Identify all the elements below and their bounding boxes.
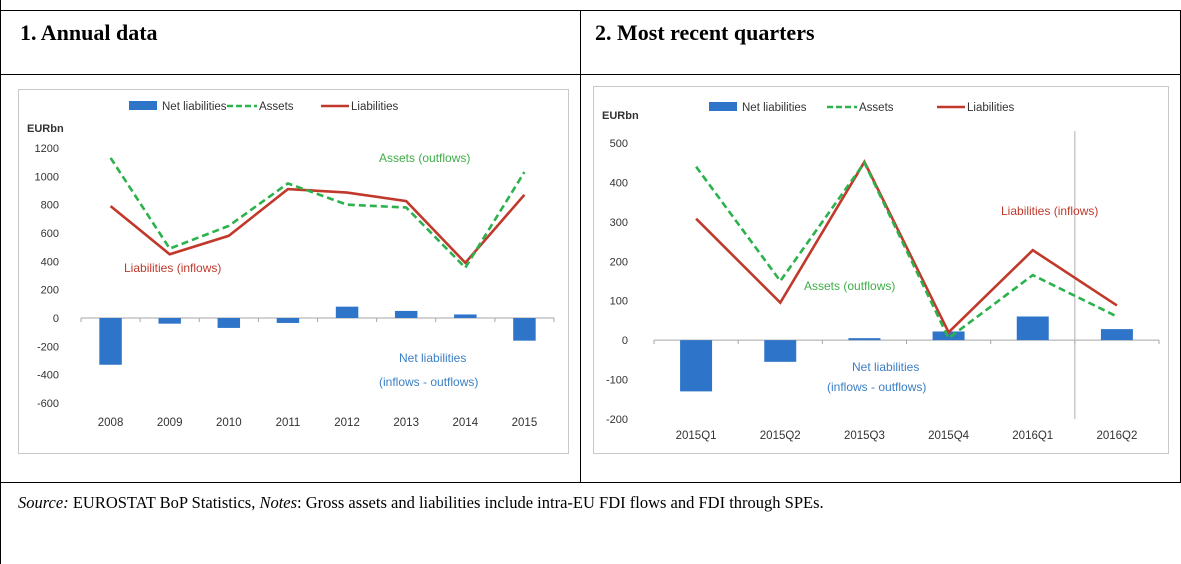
chart-annotation: Assets (outflows): [804, 279, 895, 293]
bar-net-liabilities: [1016, 316, 1049, 341]
y-tick-label: 1000: [35, 171, 59, 183]
y-tick-label: 500: [610, 138, 628, 150]
chart-annual: EURbn -600 -400 -200 0 200 400 600 800 1000 1200 20…: [27, 101, 555, 429]
panel-title-annual: 1. Annual data: [20, 20, 158, 45]
bar-net-liabilities: [764, 340, 797, 362]
bar-net-liabilities: [848, 338, 881, 341]
legend-swatch-net: [129, 101, 157, 110]
y-tick-label: 200: [610, 256, 628, 268]
notes-label: Notes: [259, 493, 298, 512]
chart-annotation: Assets (outflows): [379, 151, 470, 165]
y-tick-label: 200: [41, 285, 59, 297]
line-liabilities: [109, 187, 526, 265]
x-tick-label: 2015: [512, 417, 538, 429]
y-tick-label: -400: [37, 370, 59, 382]
y-tick-label: 1200: [35, 143, 59, 155]
bar-net-liabilities: [276, 318, 300, 323]
legend-swatch-net: [709, 102, 737, 111]
y-tick-label: 0: [622, 335, 628, 347]
y-tick-label: -100: [606, 375, 628, 387]
chart-annotation: Liabilities (inflows): [124, 261, 221, 275]
y-tick-label: -200: [606, 414, 628, 426]
bar-net-liabilities: [158, 318, 181, 324]
y-tick-label: 400: [41, 256, 59, 268]
source-text: EUROSTAT BoP Statistics,: [68, 493, 260, 512]
border-header-bottom: [0, 74, 1181, 75]
x-tick-label: 2016Q1: [1012, 430, 1053, 442]
x-tick-label: 2015Q3: [844, 430, 885, 442]
panel-title-quarterly: 2. Most recent quarters: [595, 20, 815, 45]
x-tick-label: 2009: [157, 417, 183, 429]
y-tick-label: 0: [53, 313, 59, 325]
chart-annotation: Net liabilities: [399, 351, 466, 365]
x-tick-label: 2013: [393, 417, 419, 429]
border-top: [0, 0, 1, 10]
y-axis-label: EURbn: [602, 110, 639, 122]
y-axis-label: EURbn: [27, 123, 64, 135]
chart-quarterly: EURbn -200 -100 0 100 200 300 400 500 2015Q1 2015Q…: [602, 102, 1160, 442]
bar-net-liabilities: [394, 310, 418, 318]
bar-net-liabilities: [217, 318, 241, 328]
y-tick-label: 600: [41, 228, 59, 240]
x-tick-label: 2015Q2: [760, 430, 801, 442]
y-tick-label: 400: [610, 177, 628, 189]
x-tick-label: 2011: [276, 417, 301, 429]
border-header-top: [0, 10, 1181, 11]
y-tick-label: -200: [37, 341, 59, 353]
y-tick-label: 800: [41, 200, 59, 212]
x-tick-label: 2015Q1: [676, 430, 717, 442]
source-label: Source:: [18, 493, 69, 512]
bar-net-liabilities: [335, 306, 359, 318]
notes-text: : Gross assets and liabilities include i…: [297, 493, 824, 512]
y-tick-label: -600: [37, 398, 59, 410]
legend-label-liabilities: Liabilities: [967, 102, 1015, 114]
chart-annual-box: EURbn -600 -400 -200 0 200 400 600 800 1000 1200 20…: [18, 89, 569, 454]
bar-net-liabilities: [99, 318, 122, 365]
border-middle: [580, 10, 581, 482]
legend-label-net: Net liabilities: [162, 101, 227, 113]
x-tick-label: 2016Q2: [1096, 430, 1137, 442]
bar-net-liabilities: [1100, 329, 1133, 341]
x-tick-label: 2012: [334, 417, 360, 429]
chart-annotation: Liabilities (inflows): [1001, 204, 1098, 218]
chart-annotation: (inflows - outflows): [379, 375, 478, 389]
legend-label-assets: Assets: [859, 102, 894, 114]
chart-annotation: Net liabilities: [852, 360, 919, 374]
legend-label-net: Net liabilities: [742, 102, 807, 114]
y-tick-label: 100: [610, 296, 628, 308]
line-assets: [695, 160, 1118, 341]
bar-net-liabilities: [454, 314, 477, 318]
x-tick-label: 2015Q4: [928, 430, 970, 442]
border-charts-bottom: [0, 482, 1181, 483]
legend-label-assets: Assets: [259, 101, 294, 113]
bar-net-liabilities: [513, 318, 536, 341]
bar-net-liabilities: [680, 340, 713, 392]
line-liabilities: [695, 159, 1118, 335]
line-assets: [109, 157, 526, 270]
border-left: [0, 10, 1, 564]
chart-annotation: (inflows - outflows): [827, 380, 926, 394]
legend-label-liabilities: Liabilities: [351, 101, 399, 113]
x-tick-label: 2008: [98, 417, 124, 429]
x-tick-label: 2014: [453, 417, 479, 429]
chart-quarterly-box: EURbn -200 -100 0 100 200 300 400 500 2015Q1 2015Q…: [593, 86, 1169, 454]
x-tick-label: 2010: [216, 417, 242, 429]
source-note: Source: EUROSTAT BoP Statistics, Notes: …: [18, 491, 1168, 515]
y-tick-label: 300: [610, 217, 628, 229]
